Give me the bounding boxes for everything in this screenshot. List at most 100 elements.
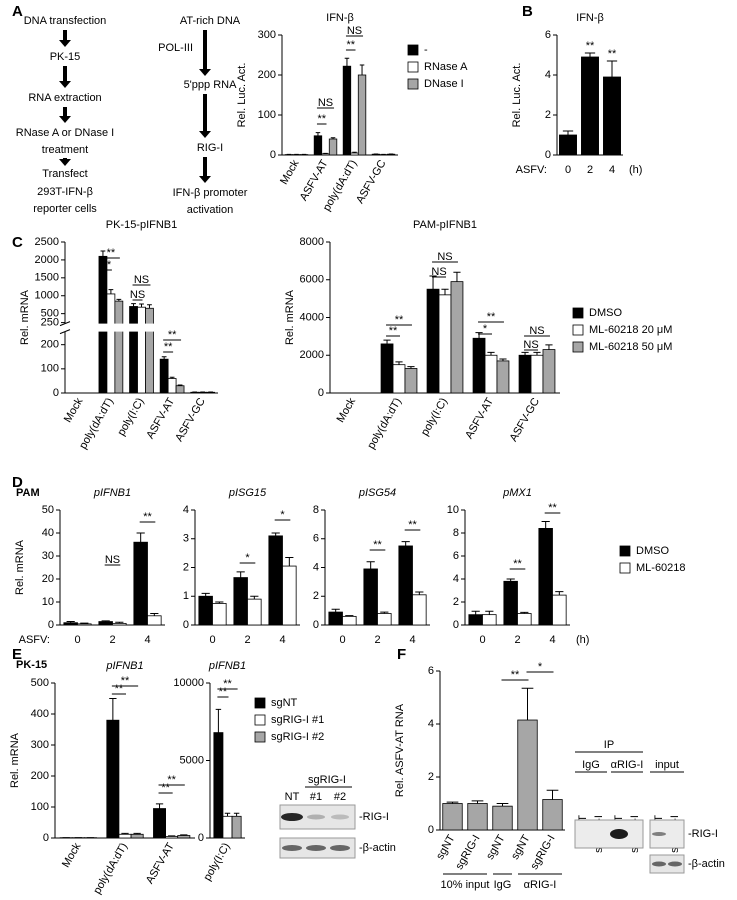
arrow-head: [199, 176, 211, 183]
y-axis-label: Rel. mRNA: [9, 732, 21, 788]
y-tick-label: 6: [428, 665, 434, 677]
group-label: IgG: [494, 879, 512, 891]
error-bar: [359, 64, 365, 75]
y-tick-label: 0: [198, 832, 204, 844]
flow-step: AT-rich DNA: [180, 15, 241, 27]
bar: [426, 288, 440, 394]
error-bar: [108, 289, 114, 294]
error-bar: [330, 137, 336, 139]
bar: [133, 541, 148, 626]
error-bar: [383, 339, 391, 344]
band-label: -RIG-I: [688, 828, 718, 840]
bar: [342, 65, 352, 156]
legend-swatch: [254, 714, 266, 726]
sig-label: **: [168, 329, 177, 341]
bar: [106, 293, 116, 394]
error-bar: [345, 615, 354, 617]
y-axis-label: Rel. mRNA: [284, 289, 296, 345]
y-tick-label: 0: [428, 824, 434, 836]
legend-swatch: [407, 44, 419, 56]
legend-swatch: [572, 307, 584, 319]
bar: [518, 354, 532, 394]
sig-label: **: [373, 539, 382, 551]
y-tick-label: 2500: [35, 236, 59, 248]
y-tick-label: 1: [183, 590, 189, 602]
y-tick-label: 2000: [300, 349, 324, 361]
chart-title: pIFNB1: [208, 660, 246, 672]
bar: [313, 135, 323, 156]
error-bar: [133, 832, 141, 835]
sig-label: **: [487, 311, 496, 323]
error-bar: [521, 351, 529, 356]
sig-label: NS: [130, 289, 145, 301]
x-tick-label: ASFV-GC: [173, 396, 208, 444]
x-tick-label: poly(dA:dT): [91, 841, 130, 896]
y-tick-label: 4000: [300, 311, 324, 323]
row-label: PAM: [16, 487, 40, 499]
error-bar: [121, 832, 129, 835]
x-tick-label: ASFV-GC: [508, 396, 543, 444]
y-tick-label: 250: [41, 317, 59, 329]
y-tick-label: 0: [43, 832, 49, 844]
arrow-head: [59, 159, 71, 166]
y-tick-label: 4: [313, 561, 319, 573]
sig-label: **: [317, 113, 326, 125]
x-tick-label: ASFV-AT: [298, 158, 331, 203]
blot-band: [307, 814, 325, 820]
sig-label: **: [164, 341, 173, 353]
y-tick-label: 4: [453, 573, 459, 585]
error-bar: [271, 532, 280, 536]
y-tick-label: 8: [313, 504, 319, 516]
arrow-head: [199, 69, 211, 76]
blot: [649, 854, 685, 874]
x-tick-label: poly(I:C): [201, 841, 232, 883]
bar: [159, 358, 169, 394]
y-tick-label: 40: [42, 527, 54, 539]
error-bar: [562, 130, 574, 135]
legend-label: sgNT: [271, 697, 298, 709]
x-axis-unit: (h): [576, 634, 589, 646]
bar: [114, 300, 124, 394]
arrow-head: [59, 116, 71, 123]
bar: [482, 614, 497, 626]
flow-step: PK-15: [50, 51, 81, 63]
bar: [106, 719, 120, 839]
x-tick-label: poly(I:C): [419, 396, 450, 438]
y-tick-label: 50: [42, 504, 54, 516]
y-tick-label: 20: [42, 573, 54, 585]
legend-label: ML-60218 20 μM: [589, 324, 672, 336]
flow-step: RNase A or DNase I: [16, 127, 114, 139]
x-tick-label: 2: [587, 164, 593, 176]
panel-label: D: [12, 474, 23, 491]
x-tick-label: 4: [409, 634, 415, 646]
error-bar: [224, 812, 231, 817]
error-bar: [66, 621, 75, 623]
x-tick-label: 0: [479, 634, 485, 646]
sig-label: *: [538, 661, 543, 673]
bar: [233, 577, 248, 626]
blot-band: [306, 845, 326, 851]
x-tick-label: Mock: [62, 396, 86, 425]
y-tick-label: 2: [183, 561, 189, 573]
sig-label: **: [586, 40, 595, 52]
y-tick-label: 500: [31, 677, 49, 689]
error-bar: [541, 521, 550, 529]
bar: [581, 56, 599, 156]
bar: [357, 74, 367, 156]
y-tick-label: 400: [31, 708, 49, 720]
y-tick-label: 0: [313, 619, 319, 631]
y-tick-label: 6: [313, 533, 319, 545]
error-bar: [101, 620, 110, 622]
bar: [467, 803, 488, 831]
error-bar: [446, 801, 459, 804]
flow-step: RIG-I: [197, 142, 223, 154]
bar: [603, 76, 621, 156]
error-bar: [521, 687, 534, 721]
sig-label: **: [548, 502, 557, 514]
error-bar: [215, 708, 222, 733]
error-bar: [80, 622, 89, 624]
error-bar: [285, 556, 294, 567]
blot-band: [282, 845, 302, 851]
sig-label: **: [223, 678, 232, 690]
